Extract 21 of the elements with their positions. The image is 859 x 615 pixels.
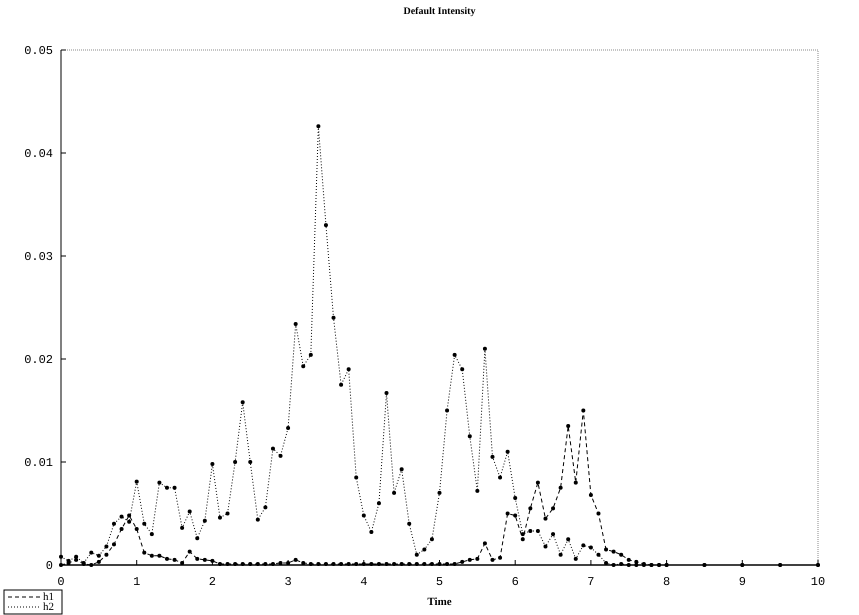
- y-tick-label: 0: [46, 559, 53, 573]
- y-tick-label: 0.01: [24, 456, 53, 470]
- x-tick-label: 0: [57, 575, 65, 589]
- x-tick-label: 1: [133, 575, 140, 589]
- x-tick-label: 10: [810, 575, 826, 589]
- y-tick-label: 0.03: [24, 250, 53, 264]
- chart-title: Default Intensity: [404, 6, 476, 17]
- x-tick-label: 6: [512, 575, 519, 589]
- x-tick-label: 9: [738, 575, 746, 589]
- y-tick-label: 0.05: [24, 44, 53, 58]
- x-tick-label: 4: [360, 575, 368, 589]
- x-tick-label: 7: [587, 575, 594, 589]
- x-tick-label: 2: [208, 575, 216, 589]
- x-axis-title: Time: [427, 596, 452, 608]
- legend-label: h2: [43, 601, 54, 613]
- x-tick-label: 5: [436, 575, 444, 589]
- legend-label: h1: [43, 591, 54, 603]
- y-tick-label: 0.04: [24, 147, 53, 161]
- x-tick-label: 3: [284, 575, 292, 589]
- y-tick-label: 0.02: [24, 353, 53, 367]
- x-tick-label: 8: [663, 575, 670, 589]
